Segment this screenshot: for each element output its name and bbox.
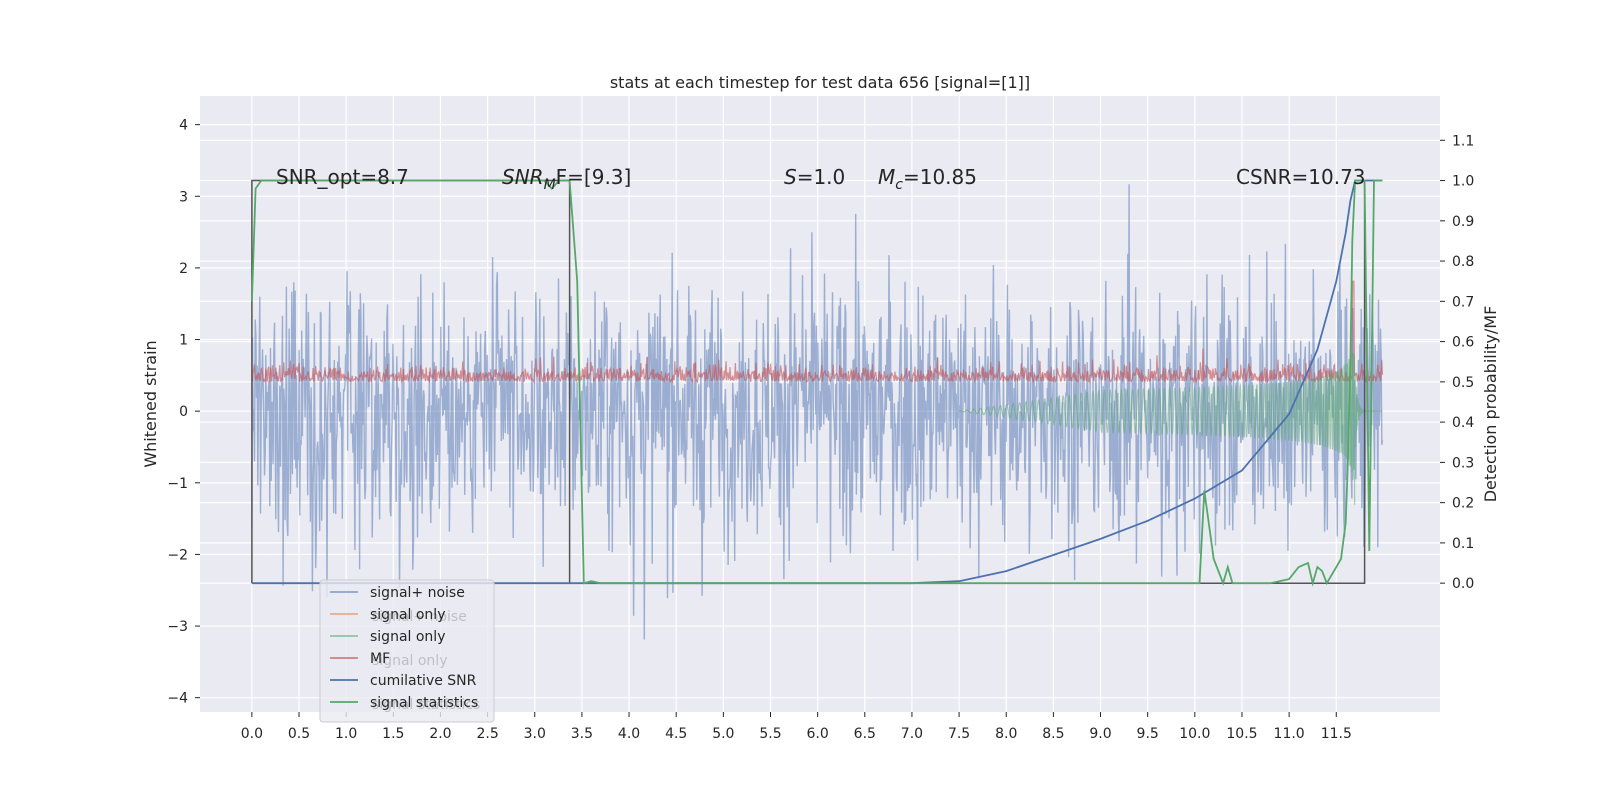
mf-layer xyxy=(251,280,1384,384)
annotation-mc-sub: c xyxy=(895,177,903,193)
annotation-csnr: CSNR=10.73 xyxy=(1236,165,1366,189)
x-tick-label: 7.0 xyxy=(901,726,923,742)
x-tick-label: 4.5 xyxy=(665,726,687,742)
y-tick-label-right: 0.3 xyxy=(1452,455,1474,471)
x-tick-label: 4.0 xyxy=(618,726,640,742)
x-tick-label: 0.0 xyxy=(241,726,263,742)
x-tick-label: 9.0 xyxy=(1089,726,1111,742)
series-signal-statistics xyxy=(251,179,1383,587)
y-tick-label-right: 0.9 xyxy=(1452,214,1474,230)
y-tick-label-right: 0.1 xyxy=(1452,536,1474,552)
y-tick-label-left: 1 xyxy=(179,333,188,349)
y-tick-label-right: 0.8 xyxy=(1452,254,1474,270)
y-tick-label-right: 1.0 xyxy=(1452,174,1474,190)
annotation-mc-var: M xyxy=(878,165,895,189)
annotation-s: S=1.0 xyxy=(784,165,845,189)
x-tick-label: 5.0 xyxy=(712,726,734,742)
y-tick-label-left: −2 xyxy=(167,547,188,563)
annotation-snr-mf-tail: F=[9.3] xyxy=(556,165,632,189)
x-tick-label: 8.5 xyxy=(1042,726,1064,742)
annotation-snr-opt: SNR_opt=8.7 xyxy=(276,165,409,189)
y-axis-label-left: Whitened strain xyxy=(141,340,160,467)
y-tick-label-right: 0.6 xyxy=(1452,335,1474,351)
series-mf xyxy=(251,280,1384,384)
x-tick-label: 1.0 xyxy=(335,726,357,742)
line-layer xyxy=(251,179,1383,587)
series-signal-only-chirp xyxy=(958,351,1383,505)
legend-label: signal only xyxy=(370,629,445,645)
x-tick-label: 10.0 xyxy=(1179,726,1210,742)
x-tick-label: 1.5 xyxy=(382,726,404,742)
annotation-mc: Mc=10.85 xyxy=(878,165,977,193)
legend-label: cumilative SNR xyxy=(370,673,477,689)
y-tick-label-right: 1.1 xyxy=(1452,133,1474,149)
legend: signal+ noise signal only signal statist… xyxy=(319,579,495,723)
chirp-layer xyxy=(958,351,1383,505)
x-tick-label: 3.0 xyxy=(524,726,546,742)
y-tick-label-right: 0.0 xyxy=(1452,576,1474,592)
y-tick-label-left: 2 xyxy=(179,261,188,277)
legend-label: signal+ noise xyxy=(370,585,465,601)
y-tick-label-left: −3 xyxy=(167,619,188,635)
chart-title: stats at each timestep for test data 656… xyxy=(610,73,1030,92)
y-tick-label-left: 0 xyxy=(179,404,188,420)
annotation-s-var: S xyxy=(784,165,797,189)
x-tick-label: 0.5 xyxy=(288,726,310,742)
legend-label: signal only xyxy=(370,607,445,623)
series-window xyxy=(251,179,1366,584)
annotation-mc-val: =10.85 xyxy=(903,165,977,189)
y-tick-label-left: −1 xyxy=(167,476,188,492)
y-tick-label-left: 3 xyxy=(179,189,188,205)
noise-layer xyxy=(251,184,1384,640)
y-tick-label-right: 0.7 xyxy=(1452,294,1474,310)
x-tick-label: 5.5 xyxy=(759,726,781,742)
x-tick-label: 2.0 xyxy=(429,726,451,742)
annotation-snr-mf: SNRMF=[9.3] xyxy=(502,165,631,193)
series-cumulative-snr xyxy=(251,179,1383,585)
x-tick-label: 10.5 xyxy=(1226,726,1257,742)
x-tick-label: 8.0 xyxy=(995,726,1017,742)
x-tick-label: 6.5 xyxy=(854,726,876,742)
x-tick-label: 11.5 xyxy=(1321,726,1352,742)
x-tick-label: 7.5 xyxy=(948,726,970,742)
x-tick-label: 9.5 xyxy=(1137,726,1159,742)
y-axis-label-right: Detection probability/MF xyxy=(1481,306,1500,503)
y-tick-label-right: 0.2 xyxy=(1452,496,1474,512)
x-tick-label: 3.5 xyxy=(571,726,593,742)
legend-frame xyxy=(319,579,495,723)
tick-layer: 0.0 0.5 1.0 1.5 2.0 2.5 3.0 3.5 4.0 4.5 5.0 5.5 6.0 6… xyxy=(167,118,1474,742)
y-tick-label-left: 4 xyxy=(179,118,188,134)
legend-ghost-label: signal+ noise xyxy=(372,609,467,625)
annotation-snr-mf-sub: M xyxy=(544,177,556,193)
x-tick-label: 6.0 xyxy=(807,726,829,742)
annotation-s-val: =1.0 xyxy=(797,165,846,189)
legend-ghost-label: signal only xyxy=(372,653,447,669)
y-tick-label-right: 0.4 xyxy=(1452,415,1474,431)
legend-ghost-label: signal statistics xyxy=(372,697,480,713)
legend-label: signal statistics xyxy=(370,695,478,711)
y-tick-label-left: −4 xyxy=(167,691,188,707)
y-tick-label-right: 0.5 xyxy=(1452,375,1474,391)
x-tick-label: 11.0 xyxy=(1274,726,1305,742)
x-tick-label: 2.5 xyxy=(476,726,498,742)
annotation-snr-mf-main: SNR xyxy=(502,165,544,189)
legend-label: MF xyxy=(370,651,390,667)
series-signal-noise xyxy=(251,184,1384,640)
